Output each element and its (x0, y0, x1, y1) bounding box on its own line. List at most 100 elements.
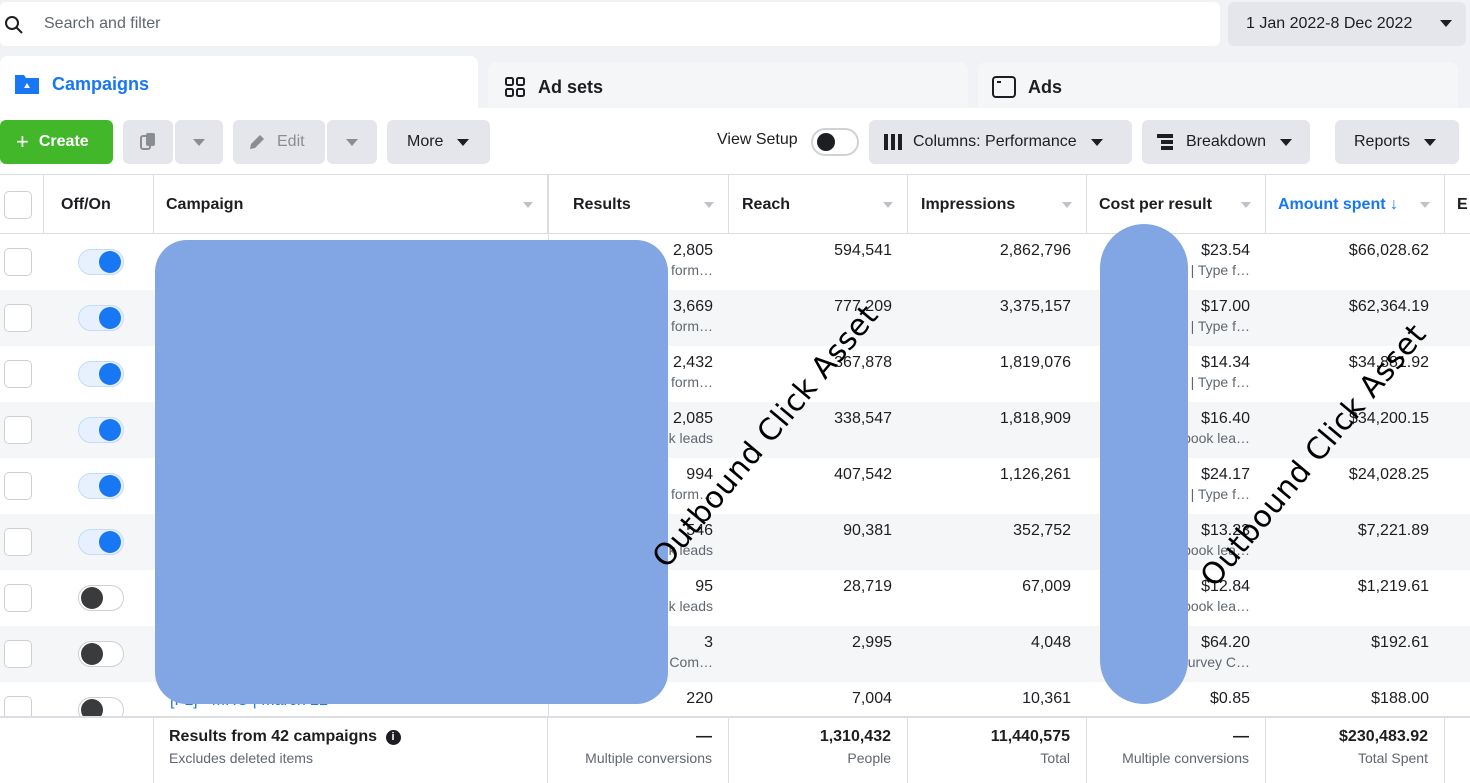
view-setup-label: View Setup (717, 131, 798, 148)
date-range-picker[interactable]: 1 Jan 2022-8 Dec 2022 (1228, 2, 1466, 46)
cpr-value: $17.00 (1201, 298, 1250, 315)
columns-label: Columns: Performance (913, 133, 1077, 150)
cell-cpr: $13.23 book lea… (1087, 514, 1266, 570)
toggle-knob (99, 363, 121, 385)
row-checkbox[interactable] (4, 640, 32, 668)
campaign-toggle[interactable] (78, 473, 124, 499)
footer-amount-sub: Total Spent (1357, 750, 1428, 766)
reports-label: Reports (1354, 133, 1411, 150)
results-value: 95 (695, 578, 713, 595)
view-setup-toggle[interactable] (811, 128, 859, 156)
reports-button[interactable]: Reports (1335, 120, 1459, 164)
search-bar[interactable] (0, 2, 1220, 46)
header-campaign-label: Campaign (166, 195, 244, 213)
header-next-column[interactable]: E (1445, 175, 1470, 234)
cell-amount: $24,028.25 (1266, 458, 1445, 514)
header-results[interactable]: Results (551, 175, 729, 234)
duplicate-button[interactable] (123, 120, 173, 164)
cell-impressions: 4,048 (908, 626, 1087, 682)
row-checkbox[interactable] (4, 304, 32, 332)
more-button[interactable]: More (387, 120, 490, 164)
row-checkbox[interactable] (4, 472, 32, 500)
cell-cpr: $23.54 | Type f… (1087, 234, 1266, 290)
toggle-knob (99, 307, 121, 329)
top-bar: 1 Jan 2022-8 Dec 2022 (0, 0, 1470, 50)
table-row[interactable]: 2,805 form… 594,541 2,862,796 $23.54 | Type f… (0, 234, 1470, 290)
header-campaign[interactable]: Campaign (154, 175, 548, 234)
header-reach[interactable]: Reach (729, 175, 908, 234)
create-button[interactable]: + Create (0, 120, 113, 164)
tab-ads[interactable]: Ads (978, 62, 1458, 112)
results-subtext: form… (671, 374, 713, 390)
header-impressions[interactable]: Impressions (908, 175, 1087, 234)
table-row[interactable]: 2,432 form… 367,878 1,819,076 $14.34 | Type f… (0, 346, 1470, 402)
chevron-down-icon (1424, 138, 1437, 146)
row-checkbox[interactable] (4, 528, 32, 556)
header-next-label: E (1457, 195, 1468, 213)
toggle-knob (81, 699, 103, 721)
cell-impressions: 2,862,796 (908, 234, 1087, 290)
results-value: 2,805 (672, 242, 713, 259)
cell-results: 2,432 form… (551, 346, 729, 402)
edit-button[interactable]: Edit (233, 120, 325, 164)
table-row[interactable]: 994 form… 407,542 1,126,261 $24.17 | Type f… $… (0, 458, 1470, 514)
header-off-on: Off/On (44, 175, 154, 234)
cell-results: 220 (551, 682, 729, 738)
header-amount-label: Amount spent ↓ (1278, 195, 1398, 213)
impressions-value: 4,048 (1030, 634, 1071, 651)
toggle-knob (817, 133, 835, 151)
footer-results: — Multiple conversions (548, 718, 729, 783)
columns-button[interactable]: Columns: Performance (869, 120, 1132, 164)
row-checkbox[interactable] (4, 416, 32, 444)
header-cost-per-result[interactable]: Cost per result (1087, 175, 1266, 234)
results-value: 2,432 (672, 354, 713, 371)
cell-cpr: $16.40 book lea… (1087, 402, 1266, 458)
table-row[interactable]: 95 k leads 28,719 67,009 $12.84 book lea… $1,2… (0, 570, 1470, 626)
cell-cpr: $12.84 book lea… (1087, 570, 1266, 626)
cell-reach: 2,995 (729, 626, 908, 682)
row-checkbox[interactable] (4, 584, 32, 612)
select-all-checkbox[interactable] (4, 191, 32, 219)
toggle-knob (81, 587, 103, 609)
campaign-toggle[interactable] (78, 585, 124, 611)
campaign-toggle[interactable] (78, 417, 124, 443)
campaign-toggle[interactable] (78, 361, 124, 387)
row-checkbox[interactable] (4, 248, 32, 276)
tab-ad-sets-label: Ad sets (538, 76, 604, 97)
chevron-down-icon (1440, 20, 1452, 27)
edit-dropdown-button[interactable] (327, 120, 377, 164)
cpr-value: $16.40 (1201, 410, 1250, 427)
impressions-value: 1,126,261 (999, 466, 1071, 483)
duplicate-dropdown-button[interactable] (175, 120, 223, 164)
info-icon[interactable]: i (385, 730, 401, 745)
cell-impressions: 67,009 (908, 570, 1087, 626)
campaign-toggle[interactable] (78, 529, 124, 555)
columns-icon (884, 134, 902, 150)
sort-icon (523, 202, 533, 208)
cpr-subtext: | Type f… (1190, 318, 1250, 334)
campaign-toggle[interactable] (78, 305, 124, 331)
campaign-toggle[interactable] (78, 249, 124, 275)
cell-amount: $1,219.61 (1266, 570, 1445, 626)
cpr-subtext: | Type f… (1190, 486, 1250, 502)
tab-campaigns[interactable]: Campaigns (0, 56, 478, 112)
cell-cpr: $24.17 | Type f… (1087, 458, 1266, 514)
table-footer: Results from 42 campaigns i Excludes del… (0, 716, 1470, 783)
toggle-knob (81, 643, 103, 665)
amount-value: $24,028.25 (1348, 466, 1429, 483)
search-input[interactable] (44, 2, 1144, 46)
footer-cpr: — Multiple conversions (1087, 718, 1266, 783)
cpr-value: $14.34 (1201, 354, 1250, 371)
reach-value: 28,719 (843, 578, 892, 595)
breakdown-button[interactable]: Breakdown (1142, 120, 1310, 164)
campaign-toggle[interactable] (78, 641, 124, 667)
header-amount-spent[interactable]: Amount spent ↓ (1266, 175, 1445, 234)
impressions-value: 10,361 (1022, 690, 1071, 707)
footer-subtitle: Excludes deleted items (169, 750, 313, 766)
footer-title: Results from 42 campaigns (169, 728, 378, 745)
reach-value: 7,004 (851, 690, 892, 707)
tab-ad-sets[interactable]: Ad sets (488, 62, 968, 112)
row-checkbox[interactable] (4, 360, 32, 388)
cell-amount: $62,364.19 (1266, 290, 1445, 346)
cell-reach: 28,719 (729, 570, 908, 626)
